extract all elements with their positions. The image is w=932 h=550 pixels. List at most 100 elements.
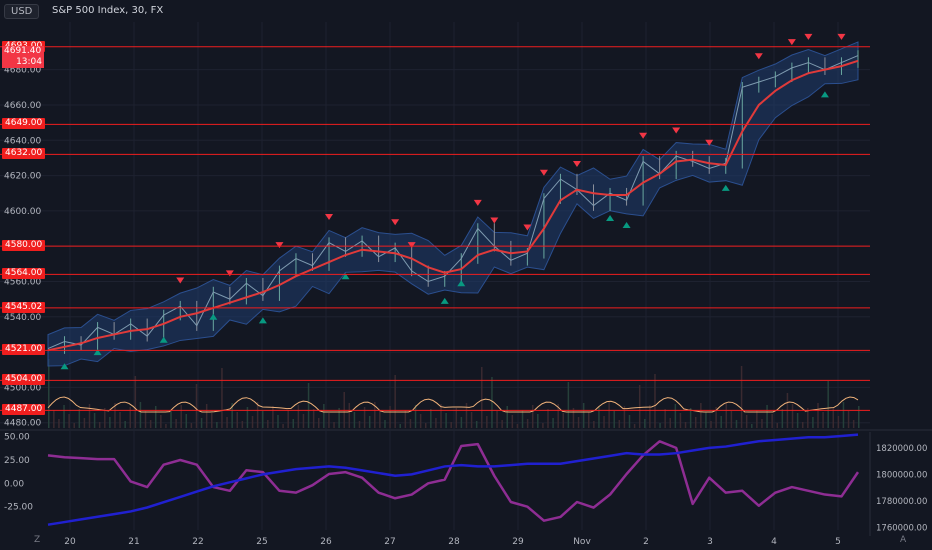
volume-bar [531,405,534,428]
price-tick-label: 4660.00 [4,101,41,111]
volume-bar [368,416,371,428]
volume-bar [664,409,666,428]
buy-signal-arrow [721,184,730,191]
volume-bar [185,414,188,428]
volume-bar [297,405,300,428]
buy-signal-arrow [93,349,102,356]
x-tick-label: Nov [573,537,591,547]
volume-bar [419,414,422,428]
oscillator-tick-label: -25.00 [4,503,33,513]
volume-bar [521,410,524,428]
cumulative-tick-label: 1800000.00 [876,470,927,480]
volume-bar [256,402,259,428]
buy-signal-arrow [820,91,829,98]
volume-bar [486,416,488,428]
volume-bar [694,417,697,428]
volume-bar [414,405,417,428]
sell-signal-arrow [391,219,400,226]
volume-bar [399,424,402,428]
level-tag: 4545.02 [2,301,46,313]
x-tick-label: 3 [707,537,713,547]
volume-bar [674,404,677,428]
volume-bar [537,414,539,428]
volume-bar [282,424,284,428]
volume-bar [129,407,132,428]
volume-bar [567,382,570,428]
volume-bar [165,424,167,428]
volume-bar [160,415,162,428]
volume-bar [226,417,228,428]
last-price-value: 4691.40 [4,45,42,56]
sell-signal-arrow [473,199,482,206]
auto-scale-button[interactable]: A [900,535,907,545]
volume-bar [88,404,91,428]
volume-bar [48,359,50,428]
volume-bar [608,402,610,428]
volume-bar [638,385,641,428]
volume-bar [481,367,483,428]
volume-bar [445,413,447,428]
volume-bar [588,412,590,428]
sell-signal-arrow [572,160,581,167]
currency-selector[interactable]: USD [4,4,40,19]
price-tick-label: 4600.00 [4,207,41,217]
volume-bar [730,411,733,428]
volume-bar [195,384,198,428]
volume-bar [593,421,595,428]
volume-bar [272,406,274,428]
volume-bar [761,419,763,428]
level-tag: 4564.00 [2,268,46,280]
volume-bar [180,405,182,428]
volume-bar [847,411,850,428]
volume-bar [104,408,106,428]
volume-bar [644,419,646,428]
volume-bar [679,413,682,428]
volume-bar [73,423,75,428]
volume-bar [236,412,238,428]
volume-bar [791,404,794,428]
volume-bar [577,417,580,428]
volume-bar [149,420,152,428]
volume-bar [710,421,712,428]
sell-signal-arrow [787,39,796,46]
volume-bar [771,414,773,428]
zoom-button[interactable]: Z [34,535,41,545]
price-tick-label: 4620.00 [4,172,41,182]
sell-signal-arrow [325,213,334,220]
volume-bar [542,423,544,428]
volume-bar [598,407,600,428]
volume-bar [170,410,172,428]
volume-bar [307,383,310,428]
volume-bar [628,415,631,428]
bollinger-band [47,41,859,367]
volume-bar [496,411,498,428]
volume-bar [394,375,396,428]
volume-bar [633,424,636,428]
x-tick-label: 29 [512,537,524,547]
volume-bar [526,419,529,428]
volume-bar [68,414,70,428]
price-tick-label: 4640.00 [4,136,41,146]
volume-bar [725,402,728,428]
volume-bar [409,419,412,428]
volume-bar [582,403,585,428]
volume-bar [216,422,218,428]
sell-signal-arrow [672,127,681,134]
volume-bar [435,418,437,428]
buy-signal-arrow [622,222,631,228]
volume-bar [700,403,702,428]
volume-bar [659,423,661,428]
volume-bar [384,420,386,428]
volume-bar [475,421,478,428]
volume-bar [333,422,335,428]
sell-signal-arrow [754,53,763,60]
volume-bar [302,414,305,428]
volume-bar [58,419,60,428]
volume-bar [424,423,427,428]
buy-signal-arrow [440,297,449,304]
buy-signal-arrow [606,214,615,221]
level-tag: 4580.00 [2,240,46,252]
volume-bar [572,408,575,428]
volume-bar [812,417,814,428]
